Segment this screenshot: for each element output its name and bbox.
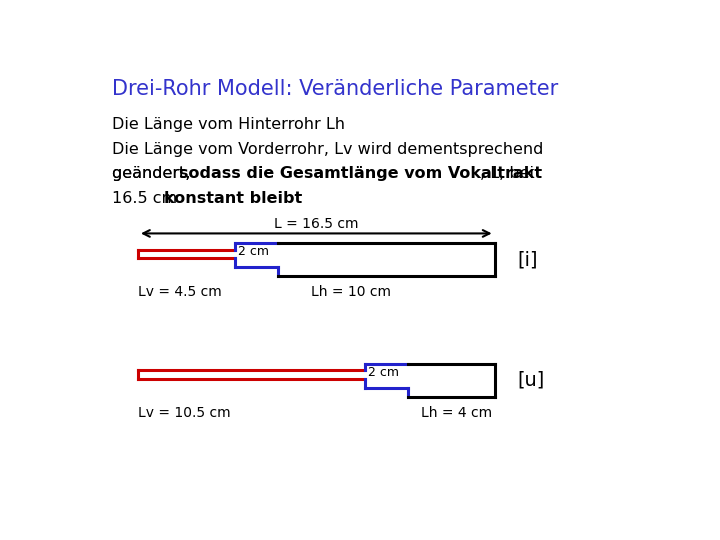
- Text: Drei-Rohr Modell: Veränderliche Parameter: Drei-Rohr Modell: Veränderliche Paramete…: [112, 79, 558, 99]
- Text: [u]: [u]: [518, 371, 545, 390]
- Text: sodass die Gesamtlänge vom Vokaltrakt: sodass die Gesamtlänge vom Vokaltrakt: [179, 166, 542, 181]
- Text: Die Länge vom Hinterrohr Lh: Die Länge vom Hinterrohr Lh: [112, 117, 345, 132]
- Text: geändert,: geändert,: [112, 166, 195, 181]
- Text: Lh = 10 cm: Lh = 10 cm: [311, 285, 391, 299]
- Text: Lh = 4 cm: Lh = 4 cm: [421, 406, 492, 420]
- Text: geändert,: geändert,: [112, 166, 195, 181]
- Text: Lv = 4.5 cm: Lv = 4.5 cm: [138, 285, 222, 299]
- Text: 2 cm: 2 cm: [368, 366, 399, 379]
- Text: Die Länge vom Vorderrohr, Lv wird dementsprechend: Die Länge vom Vorderrohr, Lv wird dement…: [112, 142, 543, 157]
- Text: konstant bleibt: konstant bleibt: [163, 191, 302, 206]
- Text: L = 16.5 cm: L = 16.5 cm: [274, 217, 359, 231]
- Text: geändert, ​sodass die Gesamtlänge vom Vokaltrakt, L, bei: geändert, ​sodass die Gesamtlänge vom Vo…: [112, 166, 572, 181]
- Text: Lv = 10.5 cm: Lv = 10.5 cm: [138, 406, 230, 420]
- Text: [i]: [i]: [518, 250, 539, 269]
- Text: 16.5 cm: 16.5 cm: [112, 191, 182, 206]
- Text: , L, bei: , L, bei: [480, 166, 534, 181]
- Text: 2 cm: 2 cm: [238, 245, 269, 258]
